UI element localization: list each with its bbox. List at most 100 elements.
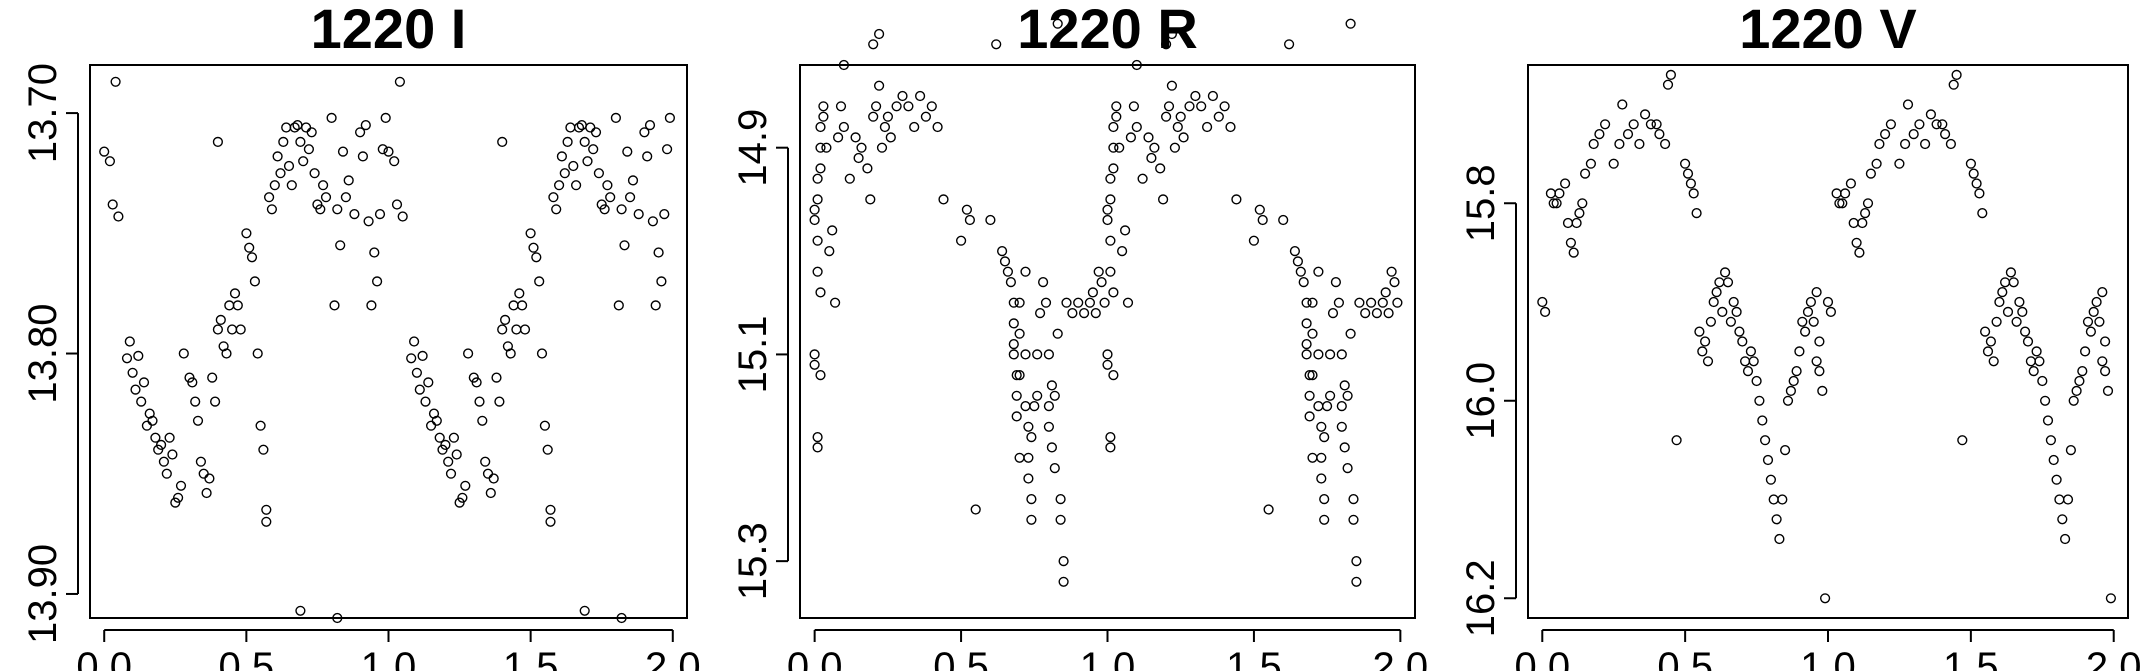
- data-point: [588, 144, 599, 155]
- data-point: [970, 504, 981, 515]
- data-point: [1330, 277, 1342, 288]
- data-point: [2054, 494, 2065, 505]
- panel-3-1220-v: 1220 V 0.0 0.5 1.0 1.5 2.0 15.8 16.0 16.2: [1459, 0, 2142, 671]
- data-point: [1102, 214, 1113, 226]
- data-point: [661, 144, 673, 155]
- data-point: [195, 456, 207, 467]
- data-point: [2042, 415, 2054, 426]
- data-point: [644, 119, 656, 131]
- data-point: [2085, 326, 2097, 337]
- data-point: [210, 396, 221, 407]
- data-point: [2102, 385, 2114, 397]
- data-point: [2097, 287, 2108, 298]
- data-point: [999, 256, 1011, 267]
- data-point: [1348, 514, 1359, 525]
- data-point: [1067, 308, 1078, 319]
- data-point: [519, 324, 531, 335]
- data-point: [1699, 336, 1711, 347]
- data-point: [1360, 308, 1371, 319]
- data-point: [1327, 308, 1339, 319]
- panel-2-title: 1220 R: [1017, 0, 1198, 60]
- data-point: [164, 432, 175, 443]
- panel-2-x-tick-label: 1.5: [1226, 645, 1282, 671]
- data-point: [562, 136, 573, 148]
- data-point: [1014, 452, 1025, 463]
- data-point: [1014, 297, 1025, 308]
- data-point: [1702, 356, 1714, 367]
- data-point: [1301, 349, 1312, 360]
- data-point: [545, 516, 556, 527]
- data-point: [539, 420, 551, 431]
- data-point: [411, 367, 423, 378]
- data-point: [1774, 533, 1785, 545]
- data-point: [1108, 287, 1119, 298]
- data-point: [2071, 385, 2082, 397]
- data-point: [1316, 473, 1327, 484]
- data-point: [457, 492, 468, 503]
- data-point: [809, 349, 820, 360]
- data-point: [991, 39, 1002, 50]
- data-point: [565, 122, 576, 133]
- panel-3-y-tick-label: 15.8: [1459, 164, 1503, 242]
- data-point: [1808, 316, 1819, 327]
- data-point: [204, 473, 215, 484]
- data-point: [110, 76, 121, 87]
- data-point: [1307, 297, 1318, 308]
- data-point: [1771, 514, 1782, 525]
- data-point: [497, 324, 508, 335]
- data-point: [531, 252, 542, 263]
- data-point: [961, 204, 973, 215]
- panel-1-title: 1220 I: [311, 0, 467, 60]
- data-point: [1008, 318, 1019, 329]
- data-point: [1043, 421, 1055, 432]
- data-point: [590, 127, 602, 138]
- data-point: [1037, 277, 1049, 288]
- data-point: [1160, 111, 1172, 122]
- data-point: [1788, 375, 1799, 387]
- data-point: [593, 168, 605, 179]
- data-point: [862, 163, 873, 174]
- data-point: [964, 214, 976, 226]
- data-point: [599, 204, 610, 215]
- data-point: [1639, 109, 1651, 120]
- data-point: [1751, 375, 1762, 387]
- data-point: [1380, 287, 1391, 298]
- data-point: [1685, 178, 1697, 189]
- data-point: [1307, 370, 1318, 381]
- data-point: [124, 336, 135, 347]
- data-point: [266, 204, 278, 215]
- data-point: [1023, 452, 1034, 463]
- data-point: [340, 192, 352, 203]
- data-point: [850, 132, 861, 143]
- data-point: [1939, 129, 1951, 140]
- data-point: [289, 122, 300, 133]
- data-point: [582, 156, 593, 167]
- data-point: [1551, 198, 1562, 209]
- data-point: [480, 456, 491, 467]
- data-point: [1925, 109, 1937, 120]
- data-point: [1779, 445, 1791, 456]
- data-point: [1768, 494, 1779, 505]
- data-point: [1011, 370, 1022, 381]
- data-point: [1304, 390, 1315, 401]
- data-point: [865, 194, 876, 205]
- data-point: [420, 396, 431, 407]
- data-point: [306, 127, 317, 138]
- data-point: [553, 180, 565, 191]
- data-point: [1105, 235, 1116, 246]
- data-point: [309, 168, 320, 179]
- panel-3-x-tick-label: 0.5: [1657, 645, 1713, 671]
- data-point: [1865, 168, 1877, 179]
- data-point: [1351, 576, 1362, 587]
- data-point: [1029, 401, 1040, 412]
- data-point: [2074, 375, 2085, 387]
- data-point: [1128, 101, 1140, 112]
- data-point: [876, 142, 888, 153]
- data-point: [212, 324, 224, 335]
- data-point: [141, 420, 153, 431]
- data-point: [1298, 277, 1309, 288]
- data-point: [932, 121, 943, 133]
- data-point: [1554, 188, 1565, 199]
- panel-1-y-tick-label: 13.80: [21, 303, 65, 403]
- panel-2-1220-r: 1220 R 0.0 0.5 1.0 1.5 2.0 14.9 15.1 15.3: [731, 0, 1428, 671]
